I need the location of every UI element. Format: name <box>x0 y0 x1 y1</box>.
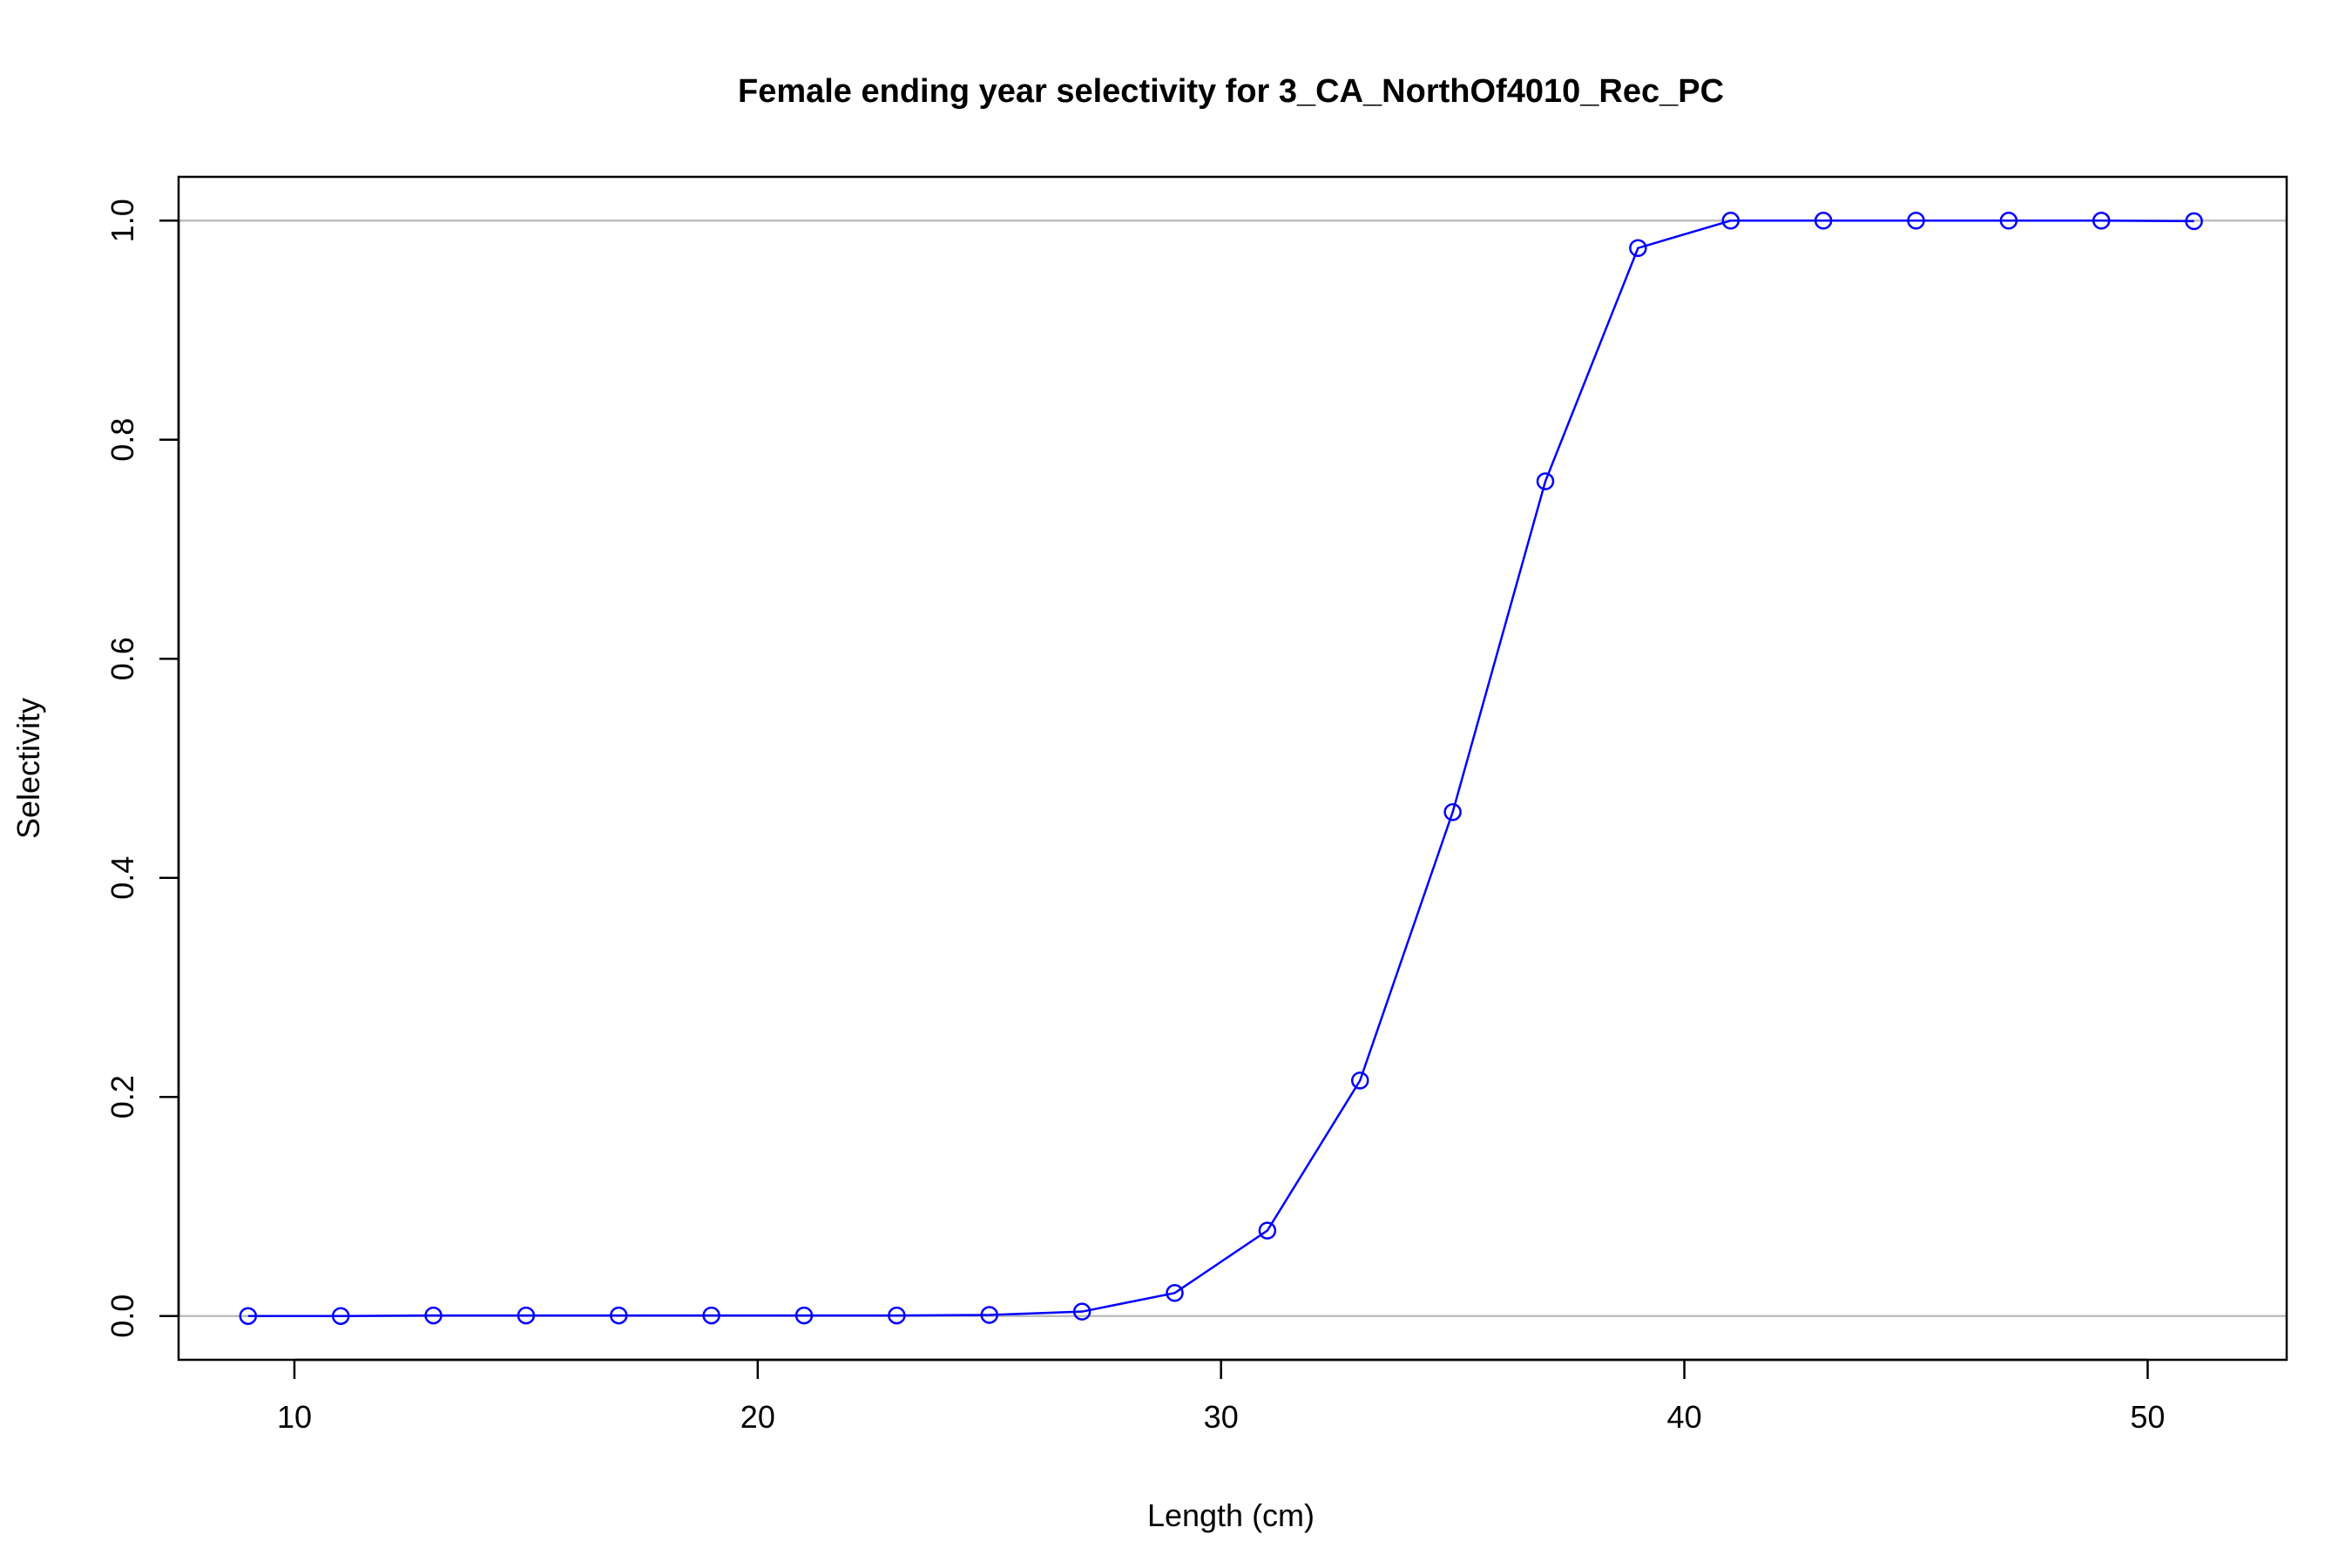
data-point <box>1814 212 1833 230</box>
series-layer <box>239 212 2203 1325</box>
data-point <box>1072 1302 1092 1321</box>
data-point <box>794 1306 814 1325</box>
y-axis: 0.0 0.2 0.4 0.6 0.8 1.0 <box>105 199 180 1338</box>
data-point <box>1443 803 1462 821</box>
chart-title: Female ending year selectivity for 3_CA_… <box>738 73 1724 110</box>
x-tick-label: 50 <box>2130 1399 2165 1435</box>
data-point <box>517 1306 536 1325</box>
data-point <box>239 1307 258 1325</box>
data-point <box>1536 472 1555 490</box>
data-point <box>1166 1284 1184 1302</box>
data-point <box>980 1306 999 1324</box>
x-axis: 10 20 30 40 50 <box>277 1358 2165 1435</box>
data-point <box>888 1306 906 1325</box>
x-tick-label: 30 <box>1204 1399 1239 1435</box>
data-point <box>1907 212 1925 230</box>
data-point <box>1258 1221 1277 1240</box>
y-tick-label: 0.8 <box>105 418 140 462</box>
data-point <box>1721 212 1740 230</box>
x-tick-label: 40 <box>1667 1399 1702 1435</box>
y-tick-label: 0.2 <box>105 1075 140 1119</box>
data-point <box>424 1306 443 1325</box>
x-tick-label: 10 <box>277 1399 312 1435</box>
x-tick-label: 20 <box>740 1399 775 1435</box>
x-axis-label: Length (cm) <box>1147 1497 1315 1533</box>
y-tick-label: 0.4 <box>105 856 140 900</box>
data-point <box>2185 212 2203 231</box>
data-point <box>610 1306 628 1325</box>
series-line <box>247 220 2194 1317</box>
plot-frame <box>177 175 2288 1362</box>
data-point <box>1629 239 1647 257</box>
data-point <box>1999 212 2018 230</box>
y-tick-label: 0.6 <box>105 637 140 680</box>
y-axis-label: Selectivity <box>10 698 46 839</box>
reference-lines <box>179 220 2287 1317</box>
data-point <box>331 1307 350 1325</box>
data-point <box>2092 212 2111 230</box>
y-tick-label: 1.0 <box>105 199 140 242</box>
y-tick-label: 0.0 <box>105 1294 140 1338</box>
data-point <box>1351 1071 1369 1090</box>
data-point <box>702 1306 720 1325</box>
